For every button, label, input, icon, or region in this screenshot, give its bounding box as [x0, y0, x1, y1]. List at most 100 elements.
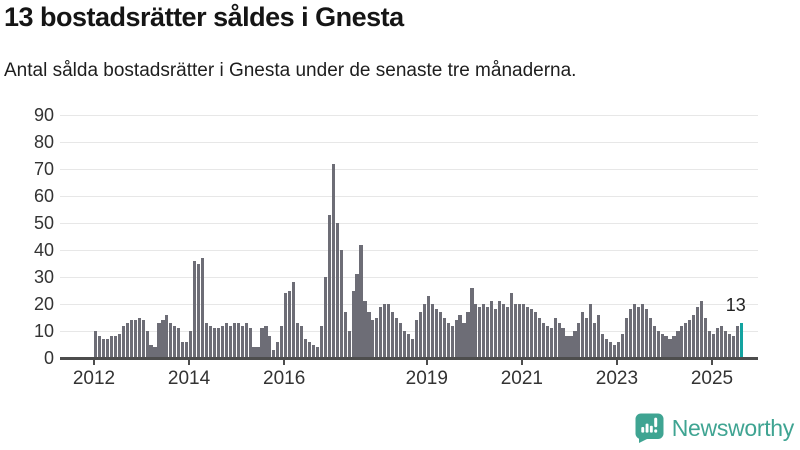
x-axis-label: 2019: [405, 368, 448, 389]
chart-subtitle: Antal sålda bostadsrätter i Gnesta under…: [4, 60, 577, 81]
bar: [533, 312, 537, 358]
bar: [585, 317, 589, 358]
bar: [367, 312, 371, 358]
bar: [640, 304, 644, 358]
bar: [189, 331, 193, 358]
bar: [612, 344, 617, 358]
bar: [656, 331, 660, 358]
bar: [173, 325, 177, 358]
bar: [133, 320, 137, 358]
bar: [197, 263, 201, 358]
bar: [280, 325, 284, 358]
gridline: [60, 195, 758, 197]
x-axis-line: [60, 357, 758, 360]
y-axis-label: 70: [33, 159, 54, 179]
bar: [513, 304, 518, 358]
bar: [300, 325, 304, 358]
bar: [252, 347, 256, 358]
bar: [474, 304, 478, 358]
y-axis-label: 20: [33, 294, 54, 314]
bar: [692, 314, 696, 358]
bar: [228, 325, 232, 358]
bar: [454, 320, 458, 358]
bar: [296, 322, 300, 358]
bar: [224, 322, 228, 358]
bar: [391, 312, 395, 358]
bar: [573, 331, 577, 358]
bar: [502, 304, 506, 358]
gridline: [60, 249, 758, 251]
gridline: [60, 168, 758, 170]
bar: [121, 325, 125, 358]
bar: [506, 306, 510, 358]
bar: [260, 328, 264, 358]
bar: [688, 320, 692, 358]
bar: [466, 312, 470, 358]
bar: [577, 322, 581, 358]
bar: [609, 341, 613, 358]
brand-name: Newsworthy: [671, 414, 795, 441]
bar: [248, 328, 252, 358]
y-axis-label: 30: [33, 267, 54, 287]
bar: [458, 314, 462, 358]
bar: [343, 312, 347, 358]
bar: [363, 301, 367, 358]
bar: [347, 331, 351, 358]
bar: [672, 336, 676, 358]
last-value-label: 13: [725, 294, 746, 315]
bar: [712, 333, 716, 358]
bar: [553, 317, 557, 358]
bar: [351, 290, 355, 358]
bar: [704, 317, 708, 358]
bar: [589, 304, 593, 358]
x-axis-tick: [615, 359, 618, 365]
y-axis-label: 0: [43, 348, 54, 368]
gridline: [60, 276, 758, 278]
bar: [240, 325, 244, 358]
bar: [153, 347, 157, 358]
bar: [581, 312, 585, 358]
bar: [371, 320, 375, 358]
bar: [422, 304, 426, 358]
y-axis-label: 50: [33, 213, 54, 233]
bar: [387, 304, 391, 358]
bar: [125, 322, 129, 358]
bar: [204, 322, 209, 358]
y-axis-label: 80: [33, 132, 54, 152]
bar: [216, 328, 220, 358]
bar: [490, 301, 494, 358]
bar: [220, 325, 224, 358]
bar: [145, 331, 149, 358]
bar: [696, 306, 700, 358]
bar: [97, 336, 102, 358]
bar: [200, 258, 205, 358]
bar: [561, 328, 565, 358]
bar: [529, 309, 533, 358]
x-axis-tick: [520, 359, 523, 365]
bar: [509, 293, 514, 358]
x-axis-tick: [711, 359, 713, 365]
gridline: [60, 222, 758, 224]
bar: [256, 347, 260, 358]
bar: [494, 309, 498, 358]
bar: [624, 317, 629, 358]
bar: [307, 341, 312, 358]
gridline: [60, 330, 758, 332]
bar: [664, 336, 668, 358]
bar: [620, 333, 625, 358]
bar: [684, 322, 688, 358]
bar: [668, 339, 672, 358]
bar: [177, 328, 181, 358]
bar: [113, 336, 117, 358]
bar: [303, 339, 308, 358]
bar: [727, 333, 732, 358]
bar: [442, 317, 446, 358]
bar: [593, 322, 597, 358]
x-axis-label: 2014: [167, 368, 211, 389]
bar: [446, 322, 450, 358]
bar: [331, 163, 335, 358]
bar: [426, 295, 430, 358]
bar: [644, 309, 648, 358]
bar: [597, 314, 601, 358]
bar: [569, 336, 573, 358]
